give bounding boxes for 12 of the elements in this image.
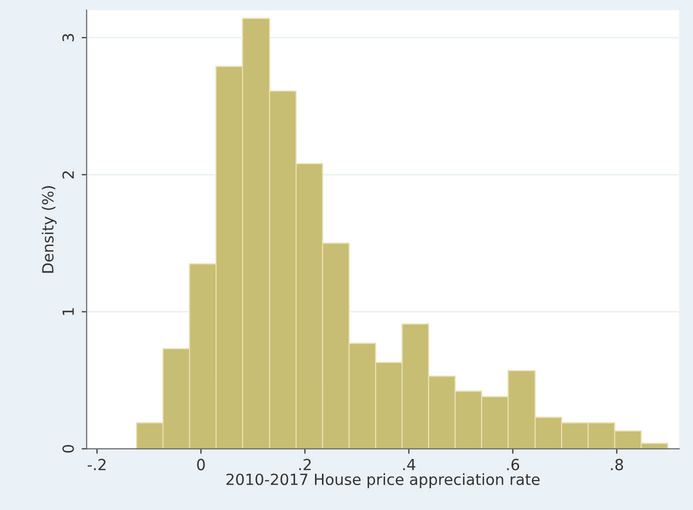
x-tick-label: .2: [299, 458, 311, 470]
y-tick-label: 1: [62, 308, 74, 315]
x-tick-label: 0: [197, 458, 205, 470]
x-axis-title: 2010-2017 House price appreciation rate: [226, 473, 540, 488]
y-tick-label: 3: [62, 34, 74, 42]
x-tick-label: .6: [507, 458, 520, 470]
x-tick-label: .8: [611, 458, 624, 470]
y-tick-label: 2: [62, 171, 74, 178]
x-tick-label: -.2: [88, 458, 106, 470]
y-axis-title: Density (%): [42, 186, 57, 273]
x-tick-label: .4: [403, 458, 416, 470]
y-tick-label: 0: [62, 444, 74, 453]
